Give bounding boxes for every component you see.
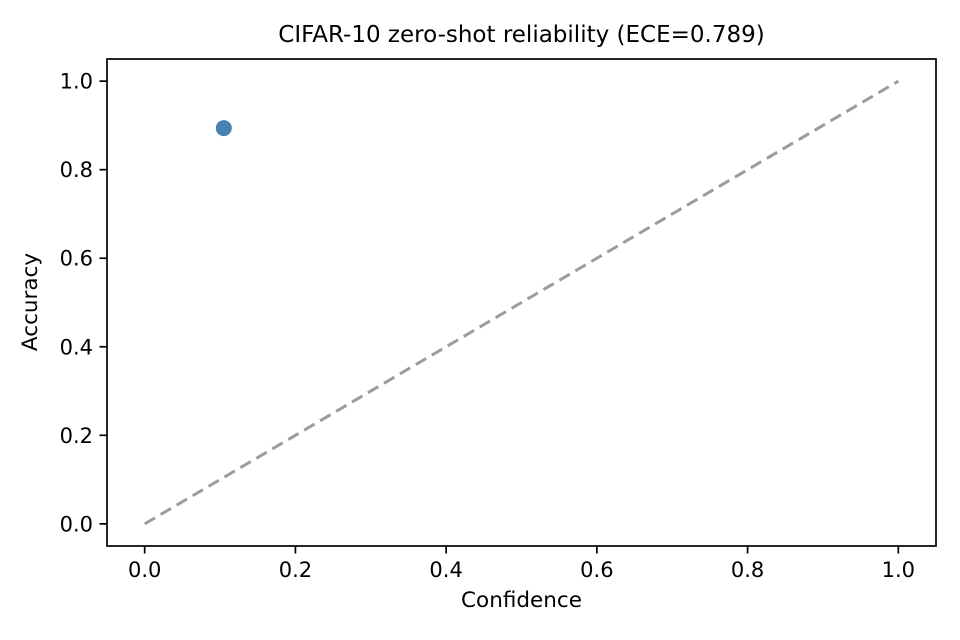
y-axis-label: Accuracy	[18, 252, 43, 352]
x-tick-label: 0.8	[731, 558, 764, 582]
axes-frame	[106, 58, 937, 547]
y-tick-label: 0.8	[60, 158, 93, 182]
y-tick-label: 1.0	[60, 70, 93, 94]
chart-title: CIFAR-10 zero-shot reliability (ECE=0.78…	[278, 22, 765, 48]
y-tick-label: 0.0	[60, 512, 93, 536]
x-tick-label: 0.4	[429, 558, 462, 582]
x-tick-label: 1.0	[882, 558, 915, 582]
x-axis-label: Confidence	[461, 588, 582, 613]
y-tick-label: 0.4	[60, 335, 93, 359]
x-tick-label: 0.6	[580, 558, 613, 582]
x-tick-label: 0.0	[128, 558, 161, 582]
data-point	[215, 120, 232, 137]
perfect-calibration-line	[143, 79, 900, 526]
y-tick-label: 0.2	[60, 424, 93, 448]
x-tick-label: 0.2	[279, 558, 312, 582]
y-tick-label: 0.6	[60, 247, 93, 271]
